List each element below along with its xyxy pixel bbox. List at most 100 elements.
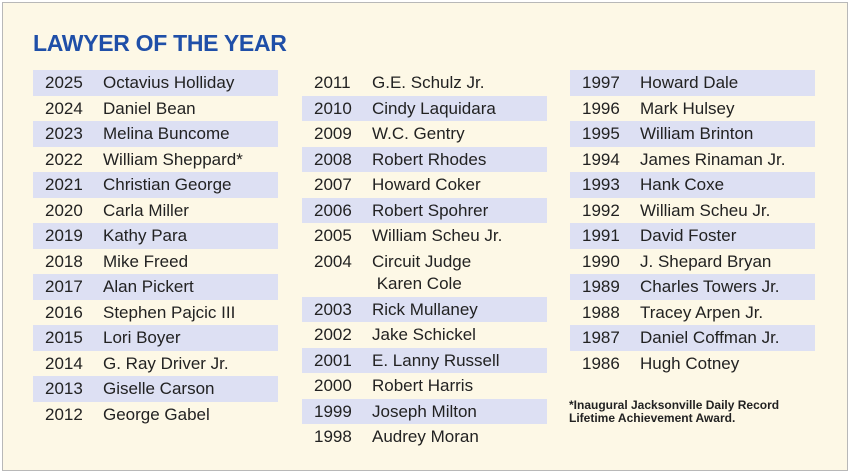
name: Cindy Laquidara [372, 98, 496, 118]
year: 2021 [45, 175, 83, 194]
entry-row: 1988 Tracey Arpen Jr. [570, 300, 815, 326]
name: Giselle Carson [103, 379, 215, 398]
entry-row: 2006 Robert Spohrer [302, 197, 547, 223]
title: LAWYER OF THE YEAR [33, 30, 287, 56]
entry-row: 2020 Carla Miller [33, 198, 278, 224]
year: 1997 [582, 73, 620, 92]
entry-row: 1991 David Foster [570, 223, 815, 249]
entry-row: 1986 Hugh Cotney [570, 351, 815, 377]
year: 2010 [314, 98, 352, 118]
year: 2007 [314, 175, 352, 194]
name: Stephen Pajcic III [103, 302, 236, 322]
year: 1989 [582, 277, 620, 296]
entry-row: 1987 Daniel Coffman Jr. [570, 325, 815, 351]
year: 2000 [314, 376, 352, 395]
year: 1987 [582, 328, 620, 347]
entry-row: 2009 W.C. Gentry [302, 121, 547, 147]
entry-row: 2023 Melina Buncome [33, 121, 278, 147]
name: Mark Hulsey [640, 98, 735, 118]
entry-row: 2010 Cindy Laquidara [302, 95, 547, 121]
name: Octavius Holliday [103, 73, 235, 92]
column: 2011 G.E. Schulz Jr. 2010 Cindy Laquidara 20… [302, 70, 547, 450]
entry-row: 1994 James Rinaman Jr. [570, 147, 815, 173]
name: Howard Coker [372, 175, 481, 194]
entry-row: 1989 Charles Towers Jr. [570, 274, 815, 300]
name: David Foster [640, 226, 737, 245]
year: 2016 [45, 302, 83, 322]
name: Robert Harris [372, 376, 474, 395]
column: 1997 Howard Dale 1996 Mark Hulsey 1995 Willia… [570, 70, 815, 376]
name: Daniel Bean [103, 98, 196, 118]
name: Hank Coxe [640, 175, 725, 194]
year: 1988 [582, 302, 620, 322]
year: 1996 [582, 98, 620, 118]
name: Hugh Cotney [640, 353, 740, 373]
year: 2006 [314, 200, 352, 220]
entry-row: 2003 Rick Mullaney [302, 296, 547, 322]
entry-row: 1990 J. Shepard Bryan [570, 249, 815, 275]
entry-row: 2015 Lori Boyer [33, 325, 278, 351]
entry-row: 2019 Kathy Para [33, 223, 278, 249]
year: 2004 [314, 251, 352, 271]
entry-row: 2018 Mike Freed [33, 249, 278, 275]
entry-row: 2012 George Gabel [33, 402, 278, 428]
year: 1986 [582, 353, 620, 373]
entry-row: 2002 Jake Schickel [302, 322, 547, 348]
entry-row: 2007 Howard Coker [302, 172, 547, 198]
year: 2018 [45, 251, 83, 271]
year: 2009 [314, 124, 352, 143]
entry-row: 1999 Joseph Milton [302, 398, 547, 424]
entry-row: 2000 Robert Harris [302, 373, 547, 399]
name: Joseph Milton [372, 401, 477, 421]
name: Robert Rhodes [372, 149, 487, 169]
name: Jake Schickel [372, 325, 476, 344]
name: G.E. Schulz Jr. [372, 73, 485, 92]
year: 2001 [314, 350, 352, 370]
name: W.C. Gentry [372, 124, 465, 143]
year: 1990 [582, 251, 620, 271]
name: G. Ray Driver Jr. [103, 353, 229, 373]
name: J. Shepard Bryan [640, 251, 772, 271]
year: 2020 [45, 200, 83, 220]
entry-row: 2011 G.E. Schulz Jr. [302, 70, 547, 96]
year: 2012 [45, 404, 83, 424]
name: Robert Spohrer [372, 200, 489, 220]
year: 2005 [314, 226, 352, 245]
name: Kathy Para [103, 226, 188, 245]
column: 2025 Octavius Holliday 2024 Daniel Bean 2023… [33, 70, 278, 427]
footnote: *Inaugural Jacksonville Daily Record Lif… [569, 398, 780, 425]
year: 2015 [45, 328, 83, 347]
name: Daniel Coffman Jr. [640, 328, 780, 347]
year: 2024 [45, 98, 83, 118]
name: William Brinton [640, 124, 754, 143]
name: Christian George [103, 175, 232, 194]
name: Circuit Judge Karen Cole [372, 251, 472, 293]
year: 1999 [314, 401, 352, 421]
name: Carla Miller [103, 200, 189, 220]
year: 2013 [45, 379, 83, 398]
year: 2002 [314, 325, 352, 344]
entry-row: 2008 Robert Rhodes [302, 146, 547, 172]
entry-row: 1993 Hank Coxe [570, 172, 815, 198]
name: George Gabel [103, 404, 210, 424]
year: 2017 [45, 277, 83, 296]
entry-row: 2024 Daniel Bean [33, 96, 278, 122]
name: Audrey Moran [372, 427, 479, 446]
name: William Scheu Jr. [372, 226, 503, 245]
entry-row: 2013 Giselle Carson [33, 376, 278, 402]
entry-row: 1996 Mark Hulsey [570, 96, 815, 122]
entry-row: 1998 Audrey Moran [302, 424, 547, 450]
year: 1998 [314, 427, 352, 446]
year: 2023 [45, 124, 83, 143]
name: Charles Towers Jr. [640, 277, 780, 296]
name: Lori Boyer [103, 328, 181, 347]
year: 2014 [45, 353, 83, 373]
entry-row: 2017 Alan Pickert [33, 274, 278, 300]
entry-row: 2005 William Scheu Jr. [302, 223, 547, 249]
entry-row: 2014 G. Ray Driver Jr. [33, 351, 278, 377]
year: 2025 [45, 73, 83, 92]
name: Tracey Arpen Jr. [640, 302, 764, 322]
name: Alan Pickert [103, 277, 194, 296]
entry-row: 2022 William Sheppard* [33, 147, 278, 173]
